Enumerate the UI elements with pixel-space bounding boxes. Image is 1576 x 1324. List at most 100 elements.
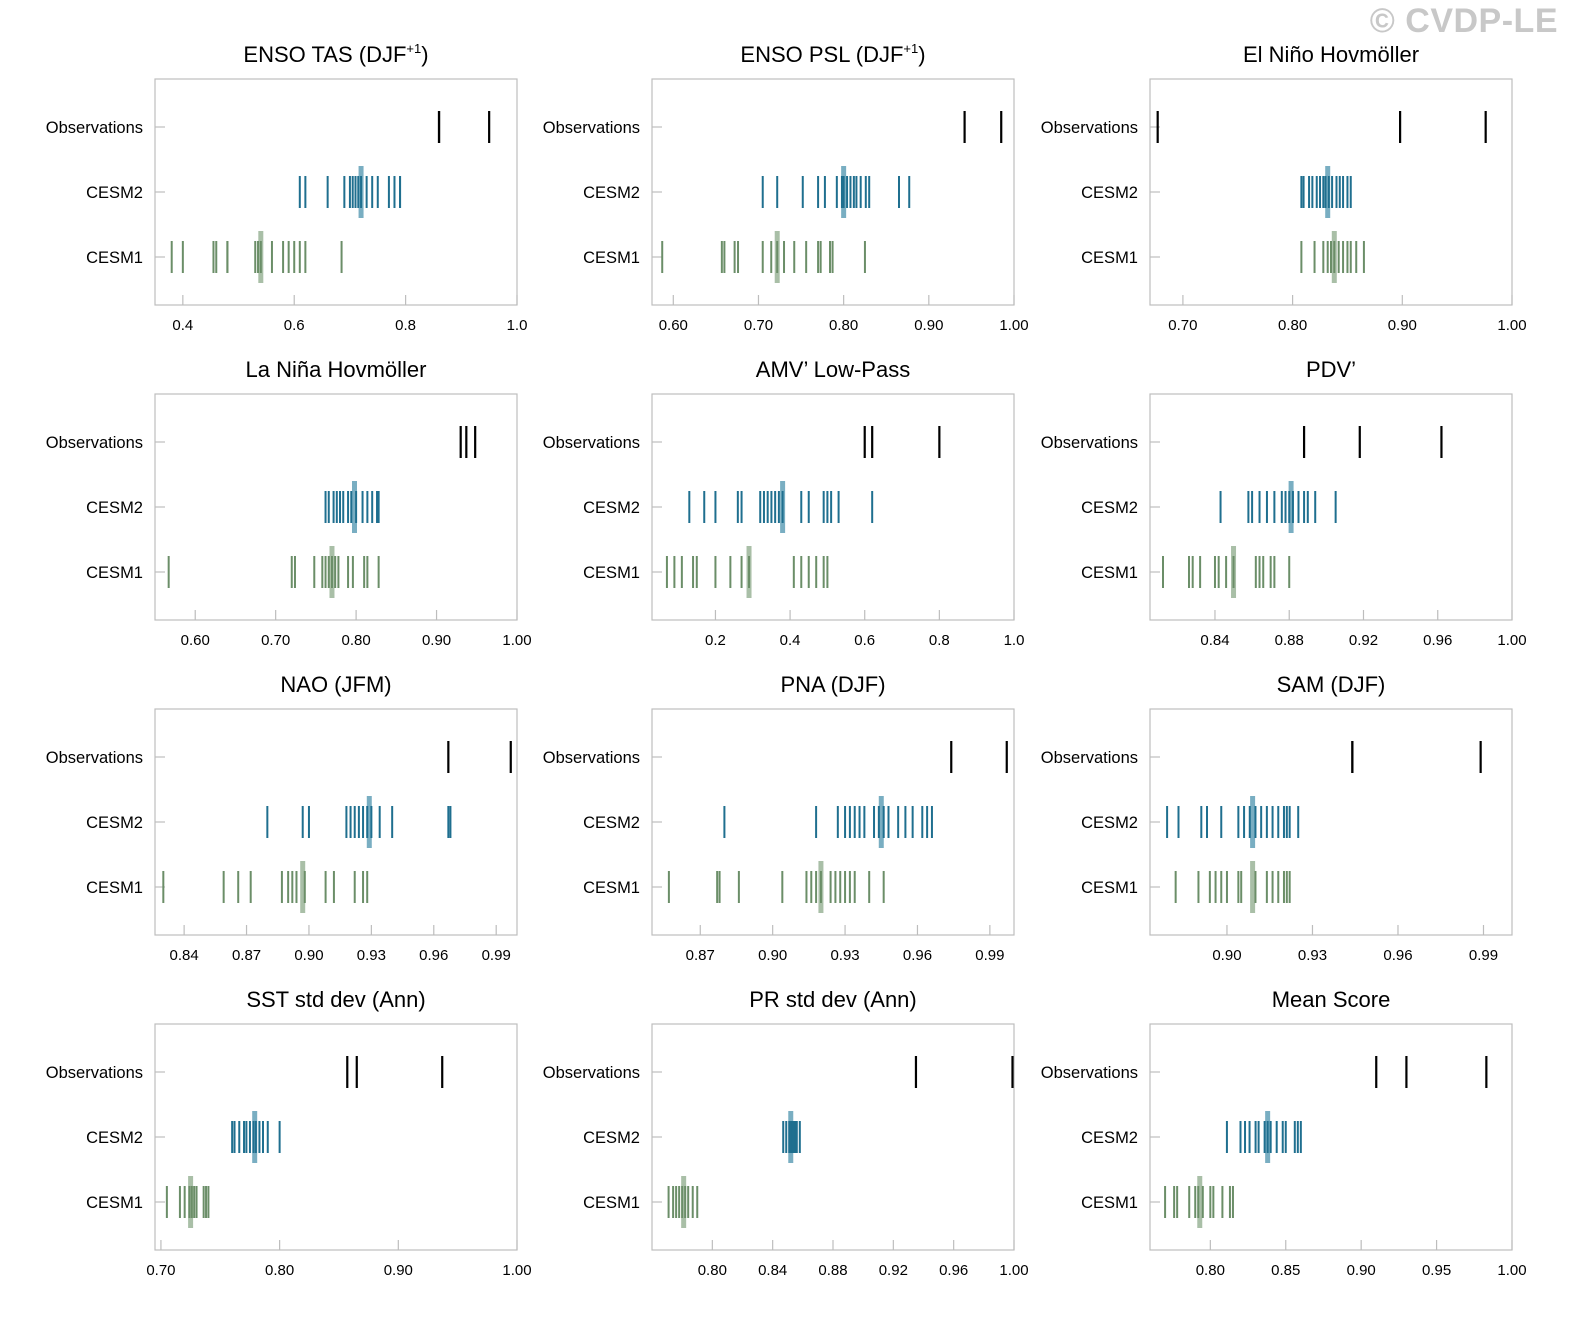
row-label-cesm2: CESM2	[86, 814, 143, 832]
panel-pr-std-dev-ann: PR std dev (Ann) Observations CESM2 CESM1 0.…	[543, 987, 1029, 1279]
x-tick-label: 1.00	[1497, 632, 1526, 649]
row-label-cesm1: CESM1	[86, 249, 143, 267]
x-tick-label: 0.4	[172, 317, 193, 334]
panel-enso-psl-djf: ENSO PSL (DJF+1) Observations CESM2 CESM1 0.…	[543, 41, 1029, 334]
row-label-observations: Observations	[543, 119, 640, 137]
panel-title: PR std dev (Ann)	[749, 987, 917, 1012]
x-tick-label: 1.00	[502, 632, 531, 649]
x-tick-label: 0.90	[422, 632, 451, 649]
panel-mean-score: Mean Score Observations CESM2 CESM1 0.80 0.85…	[1041, 987, 1527, 1279]
x-tick-label: 0.96	[419, 947, 448, 964]
x-tick-label: 0.90	[1212, 947, 1241, 964]
row-label-cesm1: CESM1	[1081, 564, 1138, 582]
panel-title: PNA (DJF)	[780, 672, 885, 697]
panel-title: ENSO PSL (DJF+1)	[740, 41, 925, 67]
x-tick-label: 0.84	[758, 1262, 787, 1279]
row-label-observations: Observations	[46, 749, 143, 767]
panel-frame	[651, 708, 1015, 936]
x-tick-label: 1.0	[1004, 632, 1025, 649]
x-tick-label: 1.0	[507, 317, 528, 334]
row-label-cesm2: CESM2	[86, 1129, 143, 1147]
x-tick-label: 0.60	[659, 317, 688, 334]
row-label-cesm1: CESM1	[86, 879, 143, 897]
panel-title: Mean Score	[1272, 987, 1391, 1012]
x-tick-label: 0.93	[1298, 947, 1327, 964]
x-tick-label: 0.2	[705, 632, 726, 649]
panel-frame	[1149, 1023, 1513, 1251]
x-tick-label: 0.80	[342, 632, 371, 649]
row-label-observations: Observations	[543, 1064, 640, 1082]
row-label-cesm1: CESM1	[86, 1194, 143, 1212]
x-tick-label: 0.84	[1200, 632, 1229, 649]
row-label-observations: Observations	[1041, 749, 1138, 767]
panel-title: La Niña Hovmöller	[246, 357, 427, 382]
row-label-observations: Observations	[1041, 119, 1138, 137]
x-tick-label: 0.92	[1349, 632, 1378, 649]
x-tick-label: 1.00	[999, 1262, 1028, 1279]
x-tick-label: 1.00	[999, 317, 1028, 334]
x-tick-label: 0.70	[261, 632, 290, 649]
x-tick-label: 0.4	[780, 632, 801, 649]
panel-title: SAM (DJF)	[1277, 672, 1386, 697]
x-tick-label: 0.93	[357, 947, 386, 964]
panel-pdv: PDV’ Observations CESM2 CESM1 0.84 0.88 0.92 0.…	[1041, 357, 1527, 649]
panel-pna-djf: PNA (DJF) Observations CESM2 CESM1 0.87 0.90 0…	[543, 672, 1015, 964]
x-tick-label: 0.84	[170, 947, 199, 964]
row-label-observations: Observations	[46, 1064, 143, 1082]
x-tick-label: 0.90	[1347, 1262, 1376, 1279]
row-label-cesm1: CESM1	[86, 564, 143, 582]
x-tick-label: 0.92	[879, 1262, 908, 1279]
row-label-cesm1: CESM1	[1081, 1194, 1138, 1212]
row-label-cesm2: CESM2	[583, 184, 640, 202]
row-label-cesm2: CESM2	[1081, 184, 1138, 202]
panel-el-ni-o-hovm-ller: El Niño Hovmöller Observations CESM2 CESM1 0…	[1041, 42, 1527, 334]
row-label-cesm2: CESM2	[1081, 499, 1138, 517]
x-tick-label: 0.80	[698, 1262, 727, 1279]
panel-enso-tas-djf: ENSO TAS (DJF+1) Observations CESM2 CESM1 0.…	[46, 41, 528, 334]
row-label-cesm1: CESM1	[583, 564, 640, 582]
x-tick-label: 0.8	[929, 632, 950, 649]
panel-title: ENSO TAS (DJF+1)	[243, 41, 428, 67]
x-tick-label: 1.00	[1497, 317, 1526, 334]
row-label-observations: Observations	[543, 749, 640, 767]
row-label-cesm1: CESM1	[583, 1194, 640, 1212]
row-label-cesm1: CESM1	[583, 879, 640, 897]
x-tick-label: 0.80	[829, 317, 858, 334]
panel-la-ni-a-hovm-ller: La Niña Hovmöller Observations CESM2 CESM1 0…	[46, 357, 532, 649]
x-tick-label: 0.70	[146, 1262, 175, 1279]
x-tick-label: 0.6	[284, 317, 305, 334]
row-label-cesm1: CESM1	[583, 249, 640, 267]
x-tick-label: 0.96	[1383, 947, 1412, 964]
x-tick-label: 0.88	[818, 1262, 847, 1279]
row-label-cesm2: CESM2	[1081, 814, 1138, 832]
panel-amv-low-pass: AMV’ Low-Pass Observations CESM2 CESM1 0.2 0.…	[543, 357, 1025, 649]
row-label-cesm1: CESM1	[1081, 879, 1138, 897]
x-tick-label: 0.99	[482, 947, 511, 964]
panel-title: NAO (JFM)	[280, 672, 391, 697]
x-tick-label: 0.80	[1196, 1262, 1225, 1279]
row-label-cesm2: CESM2	[86, 499, 143, 517]
panel-nao-jfm: NAO (JFM) Observations CESM2 CESM1 0.84 0.87 0…	[46, 672, 518, 964]
panel-title: AMV’ Low-Pass	[756, 357, 910, 382]
x-tick-label: 0.99	[1469, 947, 1498, 964]
panel-frame	[1149, 393, 1513, 621]
x-tick-label: 0.87	[686, 947, 715, 964]
x-tick-label: 0.70	[744, 317, 773, 334]
panel-frame	[651, 1023, 1015, 1251]
panel-title: PDV’	[1306, 357, 1356, 382]
panel-sst-std-dev-ann: SST std dev (Ann) Observations CESM2 CESM1 0…	[46, 987, 532, 1279]
panel-frame	[154, 708, 518, 936]
x-tick-label: 0.6	[854, 632, 875, 649]
x-tick-label: 0.80	[265, 1262, 294, 1279]
row-label-observations: Observations	[46, 119, 143, 137]
row-label-cesm2: CESM2	[86, 184, 143, 202]
panel-frame	[1149, 708, 1513, 936]
row-label-observations: Observations	[1041, 1064, 1138, 1082]
x-tick-label: 0.95	[1422, 1262, 1451, 1279]
watermark: © CVDP-LE	[1369, 2, 1558, 40]
x-tick-label: 0.8	[395, 317, 416, 334]
row-label-cesm1: CESM1	[1081, 249, 1138, 267]
x-tick-label: 0.90	[1388, 317, 1417, 334]
row-label-cesm2: CESM2	[583, 814, 640, 832]
x-tick-label: 0.99	[975, 947, 1004, 964]
